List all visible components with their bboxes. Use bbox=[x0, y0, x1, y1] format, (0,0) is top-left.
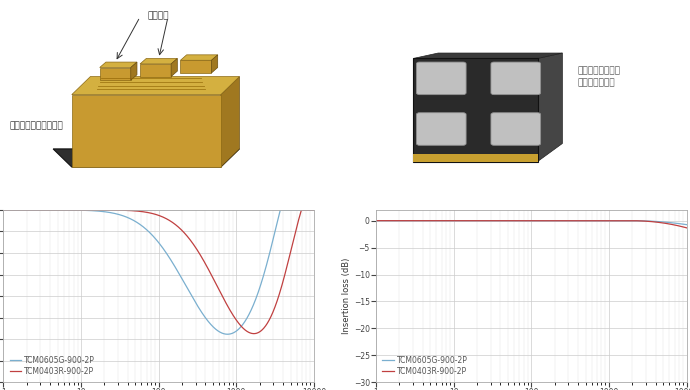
TCM0403R-900-2P bbox=[426, 218, 434, 223]
TCM0605G-900-2P bbox=[53, 207, 61, 212]
Line: TCM0605G-900-2P: TCM0605G-900-2P bbox=[3, 210, 314, 334]
TCM0403R-900-2P bbox=[491, 218, 500, 223]
Polygon shape bbox=[413, 53, 562, 58]
TCM0403R-900-2P bbox=[0, 207, 8, 212]
Polygon shape bbox=[99, 62, 137, 67]
Text: 于晶圆上形成凸块电镀: 于晶圆上形成凸块电镀 bbox=[10, 121, 63, 130]
Polygon shape bbox=[131, 62, 137, 80]
TCM0605G-900-2P bbox=[491, 218, 500, 223]
Polygon shape bbox=[180, 55, 217, 60]
Polygon shape bbox=[538, 53, 562, 161]
TCM0605G-900-2P bbox=[682, 222, 690, 227]
TCM0605G-900-2P bbox=[643, 219, 651, 223]
Polygon shape bbox=[171, 58, 177, 76]
Polygon shape bbox=[140, 58, 177, 64]
Text: 凸块电镀在芯片化
时成为端子电极: 凸块电镀在芯片化 时成为端子电极 bbox=[578, 66, 621, 87]
Text: 凸块电镀: 凸块电镀 bbox=[148, 11, 170, 20]
TCM0605G-900-2P bbox=[676, 222, 684, 226]
Polygon shape bbox=[413, 58, 538, 161]
Polygon shape bbox=[211, 55, 217, 73]
Legend: TCM0605G-900-2P, TCM0403R-900-2P: TCM0605G-900-2P, TCM0403R-900-2P bbox=[380, 353, 470, 378]
Polygon shape bbox=[140, 64, 171, 76]
TCM0403R-900-2P bbox=[643, 219, 651, 223]
TCM0403R-900-2P bbox=[304, 207, 312, 212]
TCM0403R-900-2P bbox=[270, 306, 279, 310]
Line: TCM0403R-900-2P: TCM0403R-900-2P bbox=[376, 221, 687, 228]
TCM0403R-900-2P bbox=[250, 331, 258, 336]
Y-axis label: Insertion loss (dB): Insertion loss (dB) bbox=[342, 258, 351, 334]
TCM0605G-900-2P bbox=[304, 207, 312, 212]
Polygon shape bbox=[99, 67, 131, 80]
TCM0605G-900-2P bbox=[270, 231, 279, 236]
FancyBboxPatch shape bbox=[416, 62, 466, 95]
FancyBboxPatch shape bbox=[491, 113, 541, 145]
TCM0605G-900-2P bbox=[372, 218, 380, 223]
Polygon shape bbox=[221, 76, 239, 167]
TCM0605G-900-2P bbox=[0, 207, 8, 212]
TCM0403R-900-2P bbox=[407, 218, 415, 223]
FancyBboxPatch shape bbox=[416, 113, 466, 145]
TCM0605G-900-2P bbox=[34, 207, 43, 212]
TCM0605G-900-2P bbox=[119, 213, 127, 218]
TCM0605G-900-2P bbox=[426, 218, 434, 223]
TCM0605G-900-2P bbox=[310, 207, 318, 212]
TCM0403R-900-2P bbox=[132, 209, 140, 213]
Line: TCM0605G-900-2P: TCM0605G-900-2P bbox=[376, 221, 687, 225]
TCM0605G-900-2P bbox=[407, 218, 415, 223]
TCM0403R-900-2P bbox=[682, 225, 690, 230]
TCM0403R-900-2P bbox=[34, 207, 43, 212]
TCM0605G-900-2P bbox=[224, 332, 232, 337]
TCM0605G-900-2P bbox=[132, 220, 140, 224]
TCM0403R-900-2P bbox=[119, 208, 127, 213]
TCM0403R-900-2P bbox=[372, 218, 380, 223]
TCM0403R-900-2P bbox=[676, 224, 684, 229]
TCM0403R-900-2P bbox=[310, 207, 318, 212]
Polygon shape bbox=[72, 76, 239, 95]
Polygon shape bbox=[53, 149, 239, 167]
Line: TCM0403R-900-2P: TCM0403R-900-2P bbox=[3, 210, 314, 333]
Polygon shape bbox=[72, 95, 221, 167]
FancyBboxPatch shape bbox=[491, 62, 541, 95]
Polygon shape bbox=[413, 154, 538, 161]
TCM0605G-900-2P bbox=[504, 218, 513, 223]
Legend: TCM0605G-900-2P, TCM0403R-900-2P: TCM0605G-900-2P, TCM0403R-900-2P bbox=[8, 353, 97, 378]
TCM0403R-900-2P bbox=[504, 218, 513, 223]
TCM0403R-900-2P bbox=[53, 207, 61, 212]
Polygon shape bbox=[180, 60, 211, 73]
